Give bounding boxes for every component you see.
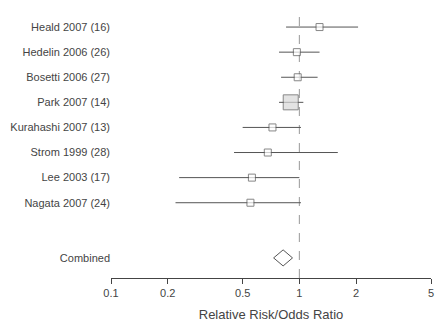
svg-text:Relative Risk/Odds Ratio: Relative Risk/Odds Ratio bbox=[199, 307, 344, 322]
svg-text:Lee 2003 (17): Lee 2003 (17) bbox=[42, 171, 111, 183]
svg-text:0.1: 0.1 bbox=[103, 287, 118, 299]
svg-text:0.2: 0.2 bbox=[160, 287, 175, 299]
svg-text:Combined: Combined bbox=[60, 252, 110, 264]
svg-text:Hedelin 2006 (26): Hedelin 2006 (26) bbox=[23, 46, 110, 58]
svg-text:5: 5 bbox=[428, 287, 434, 299]
svg-text:2: 2 bbox=[353, 287, 359, 299]
svg-text:Strom 1999 (28): Strom 1999 (28) bbox=[31, 146, 110, 158]
svg-text:0.5: 0.5 bbox=[235, 287, 250, 299]
svg-text:Kurahashi 2007 (13): Kurahashi 2007 (13) bbox=[10, 121, 110, 133]
svg-text:Heald 2007 (16): Heald 2007 (16) bbox=[31, 21, 110, 33]
svg-text:1: 1 bbox=[296, 287, 302, 299]
svg-text:Bosetti 2006 (27): Bosetti 2006 (27) bbox=[26, 71, 110, 83]
svg-text:Nagata 2007 (24): Nagata 2007 (24) bbox=[24, 197, 110, 209]
svg-text:Park 2007 (14): Park 2007 (14) bbox=[37, 96, 110, 108]
